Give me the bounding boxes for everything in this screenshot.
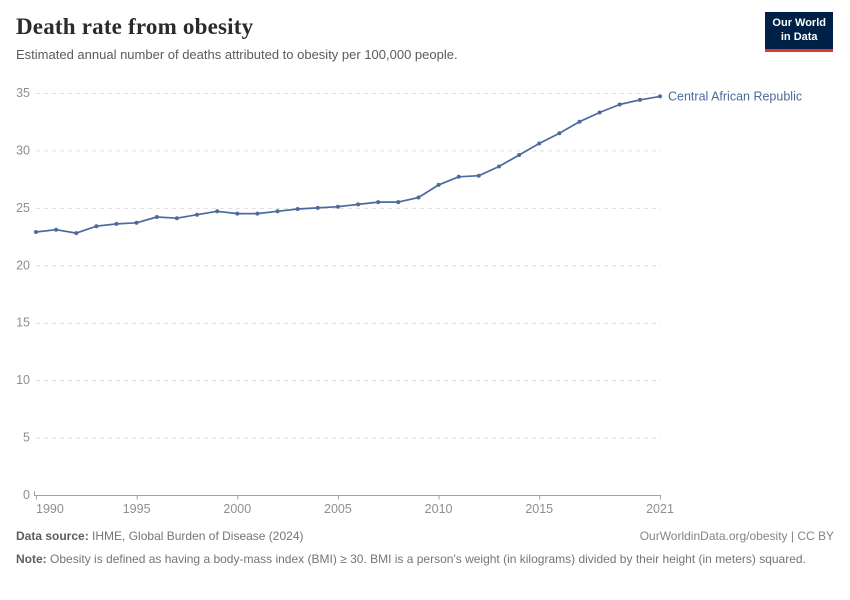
x-tick-label: 2015 <box>525 502 553 516</box>
x-tick-label: 2021 <box>646 502 674 516</box>
y-tick-label: 15 <box>16 316 30 330</box>
data-point[interactable] <box>174 216 179 221</box>
chart-title: Death rate from obesity <box>16 14 254 39</box>
x-tick-label: 1995 <box>123 502 151 516</box>
data-point[interactable] <box>235 211 240 216</box>
data-points <box>34 94 662 236</box>
data-point[interactable] <box>255 211 260 216</box>
x-tick-label: 2000 <box>223 502 251 516</box>
y-tick-label: 35 <box>16 86 30 100</box>
data-source-label: Data source: <box>16 529 89 543</box>
owid-logo-line1: Our World <box>772 17 826 29</box>
data-line <box>35 95 661 234</box>
data-point[interactable] <box>577 119 582 124</box>
data-point[interactable] <box>637 97 642 102</box>
data-point[interactable] <box>34 230 38 234</box>
data-point[interactable] <box>134 220 139 225</box>
data-point[interactable] <box>356 202 361 207</box>
owid-logo[interactable]: Our World in Data <box>765 12 833 52</box>
owid-logo-line2: in Data <box>780 30 818 43</box>
x-tick-label: 2005 <box>324 502 352 516</box>
data-point[interactable] <box>476 173 481 178</box>
data-point[interactable] <box>74 231 79 236</box>
data-point[interactable] <box>658 94 662 99</box>
data-point[interactable] <box>215 209 220 214</box>
data-point[interactable] <box>436 182 441 187</box>
y-tick-label: 10 <box>16 373 30 387</box>
y-tick-label: 5 <box>23 431 30 445</box>
x-axis: 1990 1995 2000 2005 2010 2015 2021 <box>34 491 674 516</box>
chart-header: Death rate from obesity Estimated annual… <box>16 14 750 62</box>
data-point[interactable] <box>275 209 280 214</box>
y-tick-label: 30 <box>16 143 30 157</box>
data-point[interactable] <box>396 200 401 205</box>
data-point[interactable] <box>94 224 99 229</box>
data-point[interactable] <box>416 195 421 200</box>
data-point[interactable] <box>195 212 199 217</box>
data-point[interactable] <box>537 141 542 146</box>
data-point[interactable] <box>376 200 381 205</box>
data-point[interactable] <box>597 110 602 115</box>
x-tick-label: 2010 <box>425 502 453 516</box>
entity-label[interactable]: Central African Republic <box>668 89 802 103</box>
data-point[interactable] <box>557 131 562 136</box>
data-source: Data source: IHME, Global Burden of Dise… <box>16 529 303 543</box>
data-point[interactable] <box>295 207 300 211</box>
note-text: Obesity is defined as having a body-mass… <box>50 552 806 566</box>
chart-footer: Data source: IHME, Global Burden of Dise… <box>16 529 834 568</box>
data-point[interactable] <box>456 174 461 179</box>
data-point[interactable] <box>154 215 159 219</box>
data-point[interactable] <box>315 205 320 210</box>
data-point[interactable] <box>335 204 340 209</box>
data-source-text: IHME, Global Burden of Disease (2024) <box>92 529 304 543</box>
y-gridlines <box>36 93 661 439</box>
y-tick-label: 25 <box>16 201 30 215</box>
data-point[interactable] <box>497 164 501 169</box>
x-tick-label: 1990 <box>36 502 64 516</box>
chart-subtitle: Estimated annual number of deaths attrib… <box>16 47 458 62</box>
y-tick-label: 0 <box>23 488 30 502</box>
y-tick-label: 20 <box>16 258 30 272</box>
data-point[interactable] <box>54 227 59 232</box>
license-link[interactable]: OurWorldinData.org/obesity | CC BY <box>639 529 834 543</box>
data-point[interactable] <box>114 221 119 226</box>
data-point[interactable] <box>517 153 522 157</box>
data-point[interactable] <box>617 102 622 107</box>
note-label: Note: <box>16 552 47 566</box>
y-axis-labels: 0 5 10 15 20 25 30 35 <box>16 86 30 502</box>
